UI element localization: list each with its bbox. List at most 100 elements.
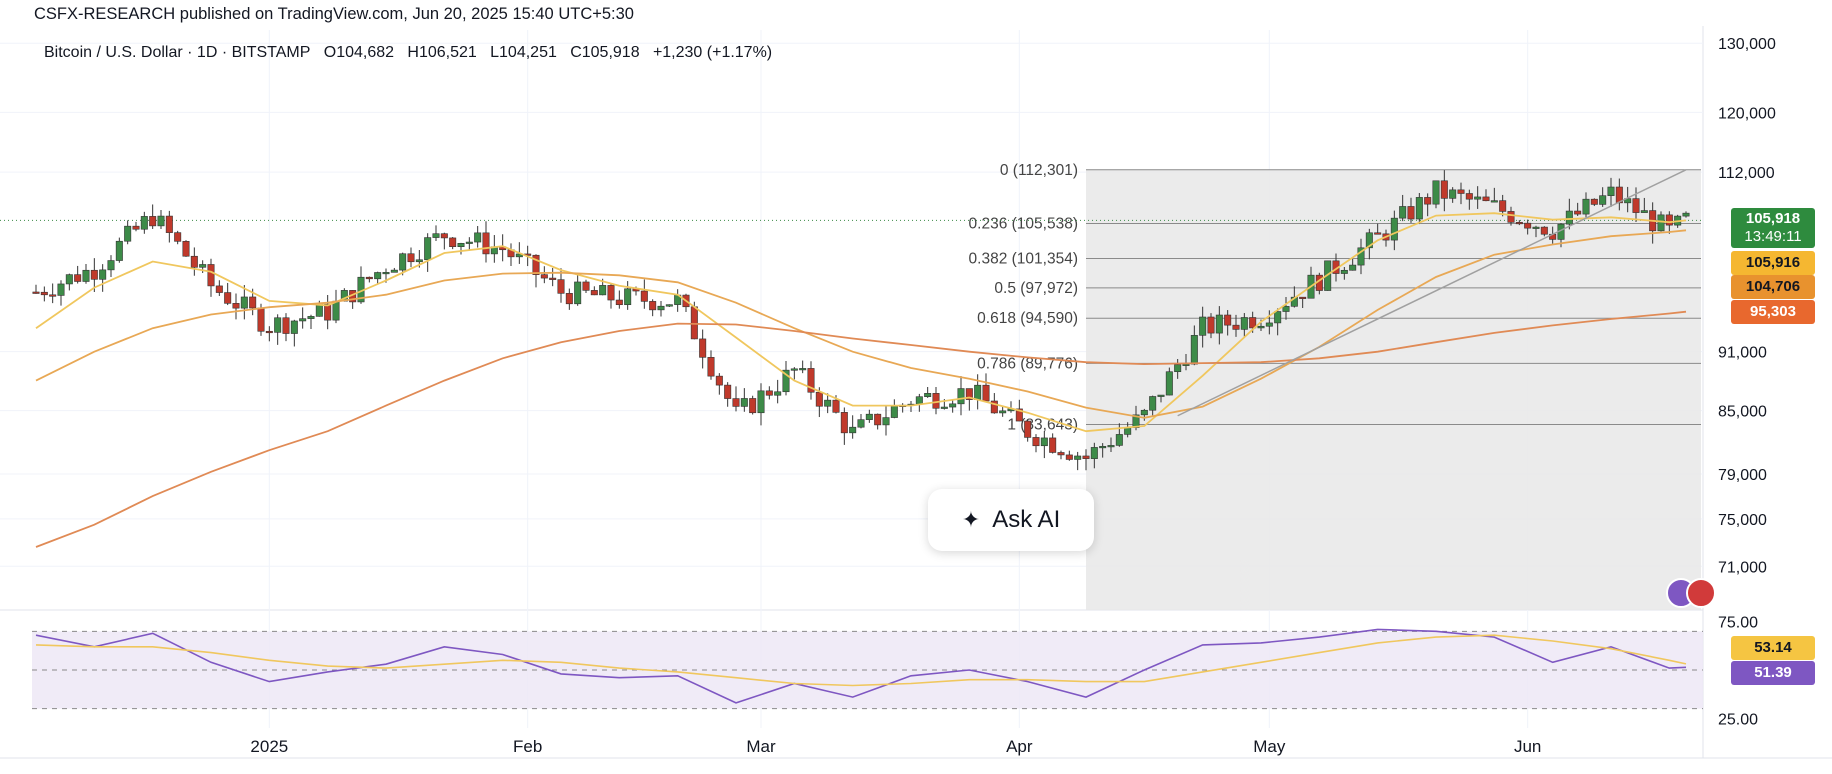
candle-up (199, 264, 207, 268)
candle-down (365, 276, 373, 280)
candle-up (115, 240, 123, 261)
fib-label: 0.382 (101,354) (969, 250, 1078, 267)
candle-up (382, 272, 390, 275)
candle-up (782, 369, 790, 393)
candle-down (1015, 408, 1023, 422)
candle-up (757, 390, 765, 414)
candle-up (849, 426, 857, 434)
price-tick-label: 120,000 (1718, 105, 1776, 122)
candle-up (65, 274, 73, 285)
candle-down (1515, 222, 1523, 225)
candle-down (1224, 314, 1232, 326)
candle-down (715, 375, 723, 386)
rsi-tick-label: 75.00 (1718, 615, 1758, 632)
candle-up (307, 316, 315, 319)
candle-up (1074, 455, 1082, 460)
candle-down (540, 274, 548, 279)
candle-up (332, 300, 340, 321)
candle-down (207, 264, 215, 287)
legend-low: L104,251 (490, 44, 557, 61)
candle-up (1365, 232, 1373, 249)
price-tick-label: 91,000 (1718, 345, 1767, 362)
candle-up (882, 417, 890, 426)
candle-up (1490, 200, 1498, 203)
candle-down (1632, 198, 1640, 213)
candle-up (1432, 180, 1440, 205)
candle-up (949, 403, 957, 408)
candle-up (857, 419, 865, 428)
candle-down (1049, 437, 1057, 453)
candle-up (1599, 195, 1607, 205)
flag-icon[interactable] (1686, 578, 1716, 608)
candle-down (765, 390, 773, 396)
candle-down (1465, 193, 1473, 200)
candle-down (49, 294, 57, 297)
candle-up (740, 398, 748, 407)
candle-down (1057, 452, 1065, 456)
candle-down (482, 232, 490, 255)
candle-up (465, 241, 473, 244)
candle-up (1640, 210, 1648, 213)
legend-close: C105,918 (570, 44, 640, 61)
candle-up (1565, 210, 1573, 225)
symbol-legend: Bitcoin / U.S. Dollar · 1D · BITSTAMP O1… (44, 44, 772, 62)
candle-up (99, 269, 107, 280)
candle-up (657, 305, 665, 311)
candle-down (732, 398, 740, 407)
candle-up (957, 388, 965, 405)
candle-up (1415, 197, 1423, 220)
candle-down (615, 299, 623, 306)
price-tick-label: 79,000 (1718, 467, 1767, 484)
last-price-badge: 105,918 13:49:11 (1731, 208, 1815, 248)
fib-levels: 0 (112,301) 0.236 (105,538) 0.382 (101,354… (969, 162, 1701, 434)
candle-down (1082, 455, 1090, 459)
legend-high: H106,521 (407, 44, 477, 61)
candle-down (407, 253, 415, 263)
candle-up (1174, 364, 1182, 373)
candle-down (565, 293, 573, 305)
candle-down (232, 303, 240, 309)
legend-open: O104,682 (323, 44, 395, 61)
bar-countdown: 13:49:11 (1744, 228, 1802, 245)
candle-up (1399, 206, 1407, 219)
candle-down (1032, 437, 1040, 447)
candle-up (1149, 396, 1157, 411)
fib-label: 0.5 (97,972) (994, 280, 1078, 297)
candle-down (1590, 198, 1598, 205)
rsi-line (35, 628, 1687, 704)
moving-average-line-3 (35, 310, 1687, 548)
candle-up (1357, 247, 1365, 266)
moving-average-line-1 (35, 212, 1687, 433)
candle-up (399, 253, 407, 271)
candle-up (415, 259, 423, 263)
time-tick-label: May (1253, 737, 1286, 756)
time-axis-labels: 2025 Feb Mar Apr May Jun (250, 737, 1541, 756)
candle-down (1499, 200, 1507, 212)
candle-down (265, 330, 273, 334)
price-tick-label: 75,000 (1718, 512, 1767, 529)
candle-down (874, 413, 882, 426)
candle-down (324, 303, 332, 321)
candle-down (1457, 189, 1465, 194)
candle-down (449, 237, 457, 247)
candle-up (1582, 198, 1590, 215)
candle-down (1424, 197, 1432, 205)
candle-down (1232, 324, 1240, 330)
candle-down (1065, 454, 1073, 460)
candle-up (599, 285, 607, 296)
candle-down (982, 384, 990, 402)
candle-down (249, 296, 257, 309)
ask-ai-button[interactable]: ✦ Ask AI (928, 489, 1094, 551)
candle-down (215, 285, 223, 293)
rsi-tick-label: 25.00 (1718, 711, 1758, 728)
candle-down (174, 232, 182, 242)
candle-down (1665, 214, 1673, 226)
candle-down (190, 255, 198, 268)
candle-down (1524, 222, 1532, 229)
price-tick-label: 71,000 (1718, 559, 1767, 576)
candle-down (815, 391, 823, 407)
candle-up (624, 288, 632, 306)
candle-down (1207, 316, 1215, 334)
candle-up (1182, 363, 1190, 366)
